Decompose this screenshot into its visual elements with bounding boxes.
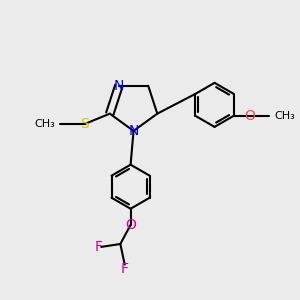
Text: S: S [80, 117, 89, 131]
Text: O: O [244, 109, 255, 123]
Text: N: N [128, 124, 139, 138]
Text: CH₃: CH₃ [274, 111, 295, 121]
Text: N: N [114, 79, 124, 93]
Text: O: O [125, 218, 136, 232]
Text: F: F [94, 240, 102, 254]
Text: F: F [121, 262, 129, 276]
Text: CH₃: CH₃ [35, 119, 56, 129]
